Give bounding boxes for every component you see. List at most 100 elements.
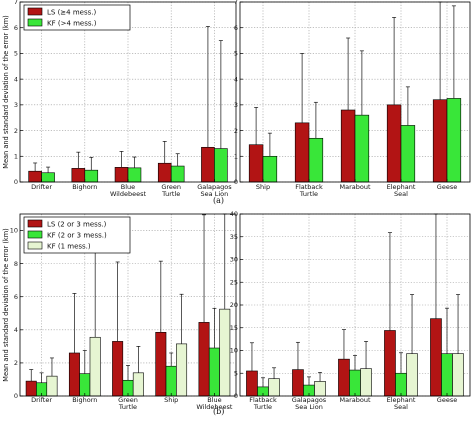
bar [452, 353, 464, 397]
x-tick-label: Elephant Seal [387, 183, 416, 198]
bar [268, 378, 280, 397]
bar [292, 369, 304, 397]
bar [248, 144, 264, 183]
bar [132, 372, 144, 397]
bar [71, 168, 86, 183]
bar [406, 353, 418, 397]
x-tick-label: Drifter [31, 183, 52, 191]
bar [79, 373, 91, 397]
y-tick-label: 4 [14, 326, 18, 334]
bar [308, 137, 324, 183]
y-tick-label: 6 [14, 24, 18, 32]
y-tick-label: 2 [14, 359, 18, 367]
plot-frame [239, 213, 471, 397]
panel-b-left: 0 2 4 6 8 10 Drifter Bighorn Green Turtle Ship Blue… [2, 213, 237, 411]
y-tick-label: 7 [14, 0, 18, 6]
y-tick-label: 7 [234, 0, 238, 6]
bar [262, 155, 278, 183]
bar [384, 330, 396, 397]
y-tick-label: 0 [14, 178, 18, 186]
y-tick-label: 20 [230, 301, 238, 309]
bar [386, 104, 402, 183]
legend-swatch [27, 219, 43, 228]
y-tick-label: 3 [14, 101, 18, 109]
x-tick-label: Geese [437, 183, 457, 191]
bar [400, 125, 416, 183]
plot-frame [239, 1, 471, 183]
legend-label: KF (2 or 3 mess.) [47, 231, 107, 239]
x-tick-label: Galapagos Sea Lion [197, 183, 232, 198]
panel-a-left: 0 1 2 3 4 5 6 7 Drifter Bighorn Blue Wildebeest Gree… [2, 0, 237, 198]
x-tick-label: Bighorn [72, 396, 97, 404]
x-tick-label: Galapagos Sea Lion [292, 396, 327, 411]
x-tick-label: Geese [437, 396, 457, 404]
bar [157, 162, 172, 183]
y-tick-label: 5 [234, 369, 238, 377]
y-tick-label: 0 [14, 392, 18, 400]
legend-label: LS (2 or 3 mess.) [47, 220, 107, 228]
bar [340, 109, 356, 183]
x-tick-label: Elephant Seal [387, 396, 416, 411]
y-tick-label: 10 [10, 227, 18, 235]
panel-label-b: (b) [213, 407, 224, 416]
bar [354, 114, 370, 183]
bar [46, 375, 58, 397]
y-tick-label: 25 [230, 278, 238, 286]
bar [294, 122, 310, 183]
y-tick-label: 1 [234, 152, 238, 160]
bar [127, 167, 142, 183]
bar [219, 308, 231, 397]
bar [28, 170, 42, 183]
legend-swatch [27, 7, 43, 16]
bar [208, 347, 220, 397]
legend-label: KF (1 mess.) [47, 242, 91, 250]
y-tick-label: 4 [234, 75, 238, 83]
plot-frame [19, 1, 237, 183]
x-tick-label: Marabout [339, 396, 370, 404]
panel-label-a: (a) [213, 196, 224, 205]
panel-a-right: 0 1 2 3 4 5 6 7 Ship Flatback Turtle Marabout Elepha… [234, 0, 471, 198]
y-tick-label: 1 [14, 152, 18, 160]
y-tick-label: 5 [14, 50, 18, 58]
bar [84, 169, 99, 183]
bar [430, 318, 442, 397]
x-tick-label: Ship [164, 396, 178, 404]
y-tick-label: 6 [234, 24, 238, 32]
legend-swatch [27, 18, 43, 27]
bar [25, 380, 37, 397]
bar [338, 358, 350, 397]
bar [89, 336, 101, 397]
y-tick-label: 0 [234, 392, 238, 400]
bar [395, 372, 407, 397]
y-tick-label: 35 [230, 233, 238, 241]
legend-label: LS (≥4 mess.) [47, 8, 96, 16]
legend-swatch [27, 230, 43, 239]
y-tick-label: 15 [230, 324, 238, 332]
y-tick-label: 30 [230, 256, 238, 264]
x-tick-label: Flatback Turtle [249, 396, 277, 411]
x-tick-label: Flatback Turtle [295, 183, 323, 198]
y-tick-label: 0 [234, 178, 238, 186]
bar [441, 353, 453, 397]
x-tick-label: Green Turtle [118, 396, 138, 411]
y-tick-label: 2 [14, 127, 18, 135]
bar [314, 381, 326, 397]
x-tick-label: Ship [256, 183, 270, 191]
y-tick-label: 6 [14, 293, 18, 301]
bar [176, 343, 188, 397]
x-tick-label: Green Turtle [161, 183, 181, 198]
bar [41, 172, 55, 183]
bar [246, 370, 258, 397]
y-tick-label: 3 [234, 101, 238, 109]
x-tick-label: Blue Wildebeest [196, 396, 233, 411]
y-tick-label: 40 [230, 210, 238, 218]
bar [112, 341, 124, 397]
legend-swatch [27, 241, 43, 250]
panel-b-right: 0 5 10 15 20 25 30 35 40 Flatback Turtle Galapagos S… [230, 210, 471, 411]
y-tick-label: 5 [234, 50, 238, 58]
plot-frame [19, 213, 237, 397]
bar [170, 165, 185, 183]
bar [114, 167, 129, 183]
x-tick-label: Blue Wildebeest [110, 183, 147, 198]
